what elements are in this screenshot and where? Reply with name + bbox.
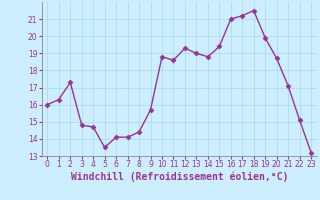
X-axis label: Windchill (Refroidissement éolien,°C): Windchill (Refroidissement éolien,°C) [70,172,288,182]
